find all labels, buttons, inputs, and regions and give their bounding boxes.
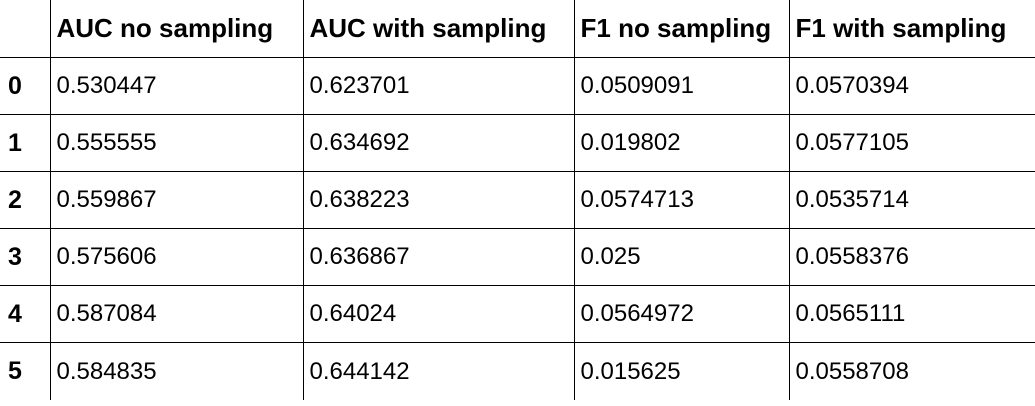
cell-auc-no-sampling: 0.575606 bbox=[49, 228, 304, 286]
row-index: 4 bbox=[0, 285, 51, 343]
row-index: 5 bbox=[0, 342, 51, 400]
cell-auc-with-sampling: 0.64024 bbox=[302, 285, 575, 343]
table-row: 3 0.575606 0.636867 0.025 0.0558376 bbox=[0, 228, 1035, 286]
cell-f1-with-sampling: 0.0570394 bbox=[788, 57, 1035, 115]
cell-auc-no-sampling: 0.559867 bbox=[49, 171, 304, 229]
table-body: 0 0.530447 0.623701 0.0509091 0.0570394 … bbox=[0, 57, 1035, 400]
cell-auc-with-sampling: 0.644142 bbox=[302, 342, 575, 400]
cell-f1-no-sampling: 0.015625 bbox=[573, 342, 790, 400]
cell-f1-no-sampling: 0.019802 bbox=[573, 114, 790, 172]
cell-auc-no-sampling: 0.584835 bbox=[49, 342, 304, 400]
cell-f1-with-sampling: 0.0558376 bbox=[788, 228, 1035, 286]
row-index: 3 bbox=[0, 228, 51, 286]
cell-auc-with-sampling: 0.623701 bbox=[302, 57, 575, 115]
table-row: 2 0.559867 0.638223 0.0574713 0.0535714 bbox=[0, 171, 1035, 229]
table-row: 1 0.555555 0.634692 0.019802 0.0577105 bbox=[0, 114, 1035, 172]
header-row: AUC no sampling AUC with sampling F1 no … bbox=[0, 0, 1035, 58]
cell-f1-with-sampling: 0.0577105 bbox=[788, 114, 1035, 172]
row-index: 0 bbox=[0, 57, 51, 115]
table-row: 5 0.584835 0.644142 0.015625 0.0558708 bbox=[0, 342, 1035, 400]
cell-auc-with-sampling: 0.636867 bbox=[302, 228, 575, 286]
header-auc-no-sampling: AUC no sampling bbox=[49, 0, 304, 58]
cell-auc-no-sampling: 0.587084 bbox=[49, 285, 304, 343]
cell-f1-with-sampling: 0.0558708 bbox=[788, 342, 1035, 400]
header-index-cell bbox=[0, 0, 51, 58]
cell-f1-with-sampling: 0.0535714 bbox=[788, 171, 1035, 229]
row-index: 2 bbox=[0, 171, 51, 229]
table-header: AUC no sampling AUC with sampling F1 no … bbox=[0, 0, 1035, 58]
cell-f1-with-sampling: 0.0565111 bbox=[788, 285, 1035, 343]
cell-f1-no-sampling: 0.0564972 bbox=[573, 285, 790, 343]
cell-auc-with-sampling: 0.638223 bbox=[302, 171, 575, 229]
header-auc-with-sampling: AUC with sampling bbox=[302, 0, 575, 58]
cell-f1-no-sampling: 0.0574713 bbox=[573, 171, 790, 229]
row-index: 1 bbox=[0, 114, 51, 172]
cell-f1-no-sampling: 0.025 bbox=[573, 228, 790, 286]
cell-f1-no-sampling: 0.0509091 bbox=[573, 57, 790, 115]
header-f1-no-sampling: F1 no sampling bbox=[573, 0, 790, 58]
cell-auc-no-sampling: 0.530447 bbox=[49, 57, 304, 115]
cell-auc-no-sampling: 0.555555 bbox=[49, 114, 304, 172]
header-f1-with-sampling: F1 with sampling bbox=[788, 0, 1035, 58]
cell-auc-with-sampling: 0.634692 bbox=[302, 114, 575, 172]
table-row: 0 0.530447 0.623701 0.0509091 0.0570394 bbox=[0, 57, 1035, 115]
table-row: 4 0.587084 0.64024 0.0564972 0.0565111 bbox=[0, 285, 1035, 343]
